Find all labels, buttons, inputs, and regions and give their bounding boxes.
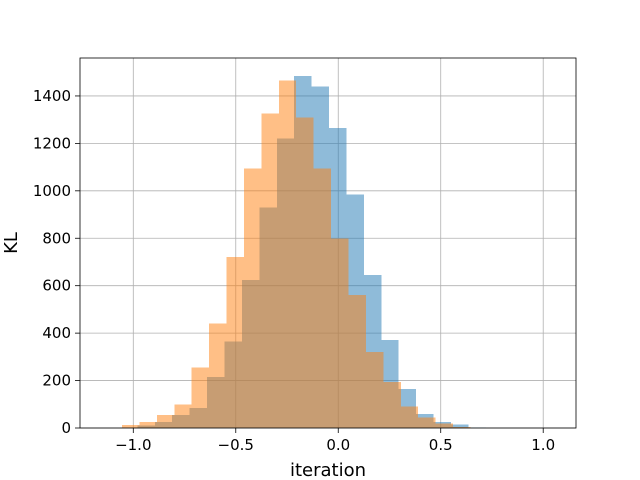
y-tick-label: 400 — [42, 324, 71, 342]
histogram-bar — [139, 422, 157, 428]
y-tick-label: 800 — [42, 229, 71, 247]
x-tick-label: 0.5 — [429, 436, 453, 454]
histogram-bar — [278, 80, 297, 429]
y-tick-label: 1400 — [33, 87, 71, 105]
plot-frame — [79, 57, 577, 429]
y-tick-label: 200 — [42, 372, 71, 390]
histogram-bar — [209, 323, 227, 428]
x-tick-label: 1.0 — [531, 436, 555, 454]
histogram-bar — [226, 257, 244, 428]
histogram-series-2 — [104, 80, 471, 429]
histogram-bar — [296, 117, 314, 429]
histogram-bar — [243, 168, 262, 429]
histogram-bar — [435, 423, 454, 428]
histogram-bar — [453, 426, 471, 428]
histogram-bars — [102, 75, 556, 429]
x-tick-label: −0.5 — [218, 436, 254, 454]
histogram-bar — [450, 424, 469, 428]
histogram-bar — [331, 238, 349, 428]
histogram-bar — [418, 417, 436, 428]
histogram-bar — [383, 381, 401, 428]
y-tick-label: 600 — [42, 277, 71, 295]
histogram-bar — [156, 414, 175, 428]
x-tick-label: −1.0 — [115, 436, 151, 454]
x-tick-label: 0.0 — [326, 436, 350, 454]
x-axis-label: iteration — [290, 460, 366, 480]
y-tick-label: 1200 — [33, 134, 71, 152]
histogram-bar — [261, 113, 279, 428]
histogram-bar — [400, 406, 419, 428]
y-axis-label: KL — [1, 232, 22, 254]
histogram-bar — [313, 168, 332, 429]
y-tick-label: 1000 — [33, 182, 71, 200]
histogram-bar — [365, 352, 384, 428]
histogram-bar — [122, 425, 140, 428]
histogram-bar — [174, 404, 192, 428]
y-tick-label: 0 — [61, 419, 71, 437]
histogram-bar — [191, 367, 210, 428]
y-axis-ticks: 0 200 400 600 800 1000 1200 1400 — [33, 87, 80, 437]
histogram-bar — [348, 295, 366, 428]
x-axis-ticks: −1.0 −0.5 0.0 0.5 1.0 — [115, 428, 555, 454]
